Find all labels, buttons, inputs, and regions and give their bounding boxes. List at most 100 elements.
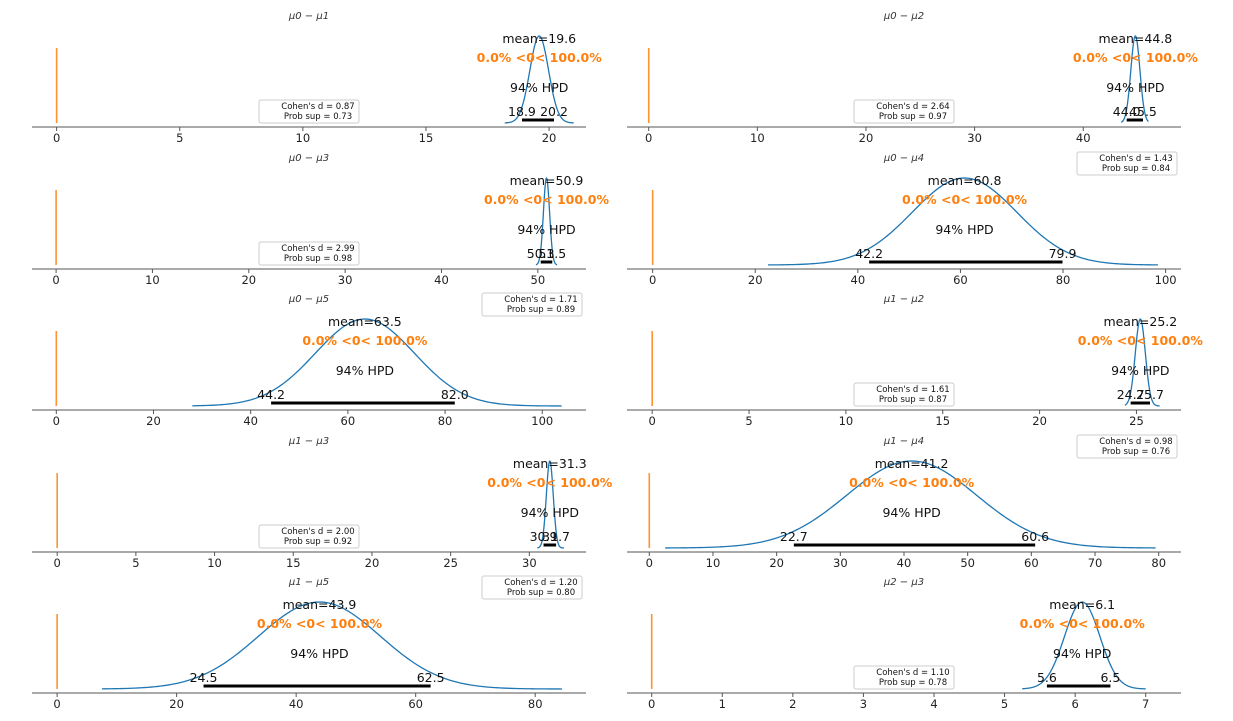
hpd-upper-label: 25.7 [1136,387,1164,402]
legend-frame [258,241,360,266]
x-tick-label: 0 [52,273,59,287]
x-tick-label: 0 [649,273,656,287]
hpd-lower-label: 42.2 [855,246,883,261]
legend-prob-sup: Prob sup = 0.87 [879,395,947,405]
subplot-5: μ0 − μ5 0 20 40 60 80 100 44.2 82.0 94% HPD 0.0% <… [32,292,586,428]
hpd-lower-label: 30.9 [530,529,558,544]
subplot-9: μ1 − μ5 0 20 40 60 80 24.5 62.5 94% HPD 0.0% <0< … [32,575,586,711]
x-tick-label: 20 [241,273,256,287]
x-tick-label: 7 [1142,697,1149,711]
legend-prob-sup: Prob sup = 0.97 [879,112,947,122]
mean-label: mean=6.1 [1049,597,1115,612]
hpd-title-label: 94% HPD [935,222,993,237]
x-tick-label: 10 [839,414,854,428]
hpd-title-label: 94% HPD [510,80,568,95]
x-tick-label: 100 [531,414,553,428]
x-tick-label: 5 [132,556,139,570]
legend-prob-sup: Prob sup = 0.76 [1102,447,1170,457]
x-tick-label: 20 [146,414,161,428]
reference-probability-label: 0.0% <0< 100.0% [902,192,1028,207]
hpd-lower-label: 24.7 [1117,387,1145,402]
reference-probability-label: 0.0% <0< 100.0% [487,475,613,490]
subplot-title: μ1 − μ3 [288,436,329,447]
posterior-curve [504,35,574,124]
posterior-curve [537,460,565,549]
hpd-upper-label: 45.5 [1129,104,1157,119]
x-tick-label: 0 [53,414,60,428]
mean-label: mean=60.8 [928,173,1002,188]
mean-label: mean=63.5 [328,314,402,329]
legend-prob-sup: Prob sup = 0.92 [284,537,352,547]
x-tick-label: 15 [419,131,434,145]
hpd-upper-label: 20.2 [540,104,568,119]
reference-probability-label: 0.0% <0< 100.0% [257,616,383,631]
x-tick-label: 40 [289,697,304,711]
x-tick-label: 40 [851,273,866,287]
hpd-lower-label: 44.0 [1113,104,1141,119]
legend-frame [258,99,360,124]
legend-frame [481,575,583,600]
x-tick-label: 80 [1056,273,1071,287]
hpd-title-label: 94% HPD [290,646,348,661]
hpd-upper-label: 60.6 [1021,529,1049,544]
mean-label: mean=44.8 [1098,31,1172,46]
x-tick-label: 10 [750,131,765,145]
x-tick-label: 20 [169,697,184,711]
hpd-lower-label: 5.6 [1037,670,1057,685]
legend-prob-sup: Prob sup = 0.80 [507,588,575,598]
x-tick-label: 25 [443,556,458,570]
x-tick-label: 60 [953,273,968,287]
x-tick-label: 10 [145,273,160,287]
reference-probability-label: 0.0% <0< 100.0% [477,50,603,65]
reference-probability-label: 0.0% <0< 100.0% [1020,616,1146,631]
legend-frame [853,665,955,690]
legend-cohens-d: Cohen's d = 1.10 [876,668,949,678]
subplot-title: μ0 − μ1 [288,11,329,22]
x-tick-label: 2 [789,697,796,711]
x-tick-label: 40 [434,273,449,287]
x-tick-label: 70 [1088,556,1103,570]
x-tick-label: 20 [859,131,874,145]
subplot-title: μ1 − μ5 [288,577,329,588]
mean-label: mean=19.6 [502,31,576,46]
mean-label: mean=25.2 [1103,314,1177,329]
x-tick-label: 20 [769,556,784,570]
hpd-lower-label: 24.5 [190,670,218,685]
subplot-3: μ0 − μ3 0 10 20 30 40 50 50.351.5 94% HPD 0.0% <0… [32,153,610,287]
x-tick-label: 30 [833,556,848,570]
legend-prob-sup: Prob sup = 0.84 [1102,164,1170,174]
x-tick-label: 5 [745,414,752,428]
x-tick-label: 5 [1001,697,1008,711]
posterior-curve [1022,601,1146,690]
x-tick-label: 30 [522,556,537,570]
x-tick-label: 60 [341,414,356,428]
x-tick-label: 80 [438,414,453,428]
subplot-8: μ1 − μ4 0 10 20 30 40 50 60 70 80 22.7 60.6 94% HPD 0… [627,434,1181,570]
legend-cohens-d: Cohen's d = 0.98 [1099,437,1172,447]
posterior-curve [1124,318,1160,407]
legend-cohens-d: Cohen's d = 1.61 [876,385,949,395]
legend-prob-sup: Prob sup = 0.98 [284,254,352,264]
hpd-title-label: 94% HPD [336,363,394,378]
hpd-upper-label: 6.5 [1100,670,1120,685]
legend-prob-sup: Prob sup = 0.73 [284,112,352,122]
legend-cohens-d: Cohen's d = 0.87 [281,102,354,112]
x-tick-label: 30 [967,131,982,145]
reference-probability-label: 0.0% <0< 100.0% [484,192,610,207]
x-tick-label: 40 [897,556,912,570]
legend-cohens-d: Cohen's d = 1.20 [504,578,577,588]
legend-frame [1076,151,1178,176]
legend-frame [258,524,360,549]
x-tick-label: 1 [719,697,726,711]
posterior-curve [768,177,1158,266]
x-tick-label: 40 [243,414,258,428]
x-tick-label: 25 [1129,414,1144,428]
x-tick-label: 10 [706,556,721,570]
hpd-title-label: 94% HPD [521,505,579,520]
